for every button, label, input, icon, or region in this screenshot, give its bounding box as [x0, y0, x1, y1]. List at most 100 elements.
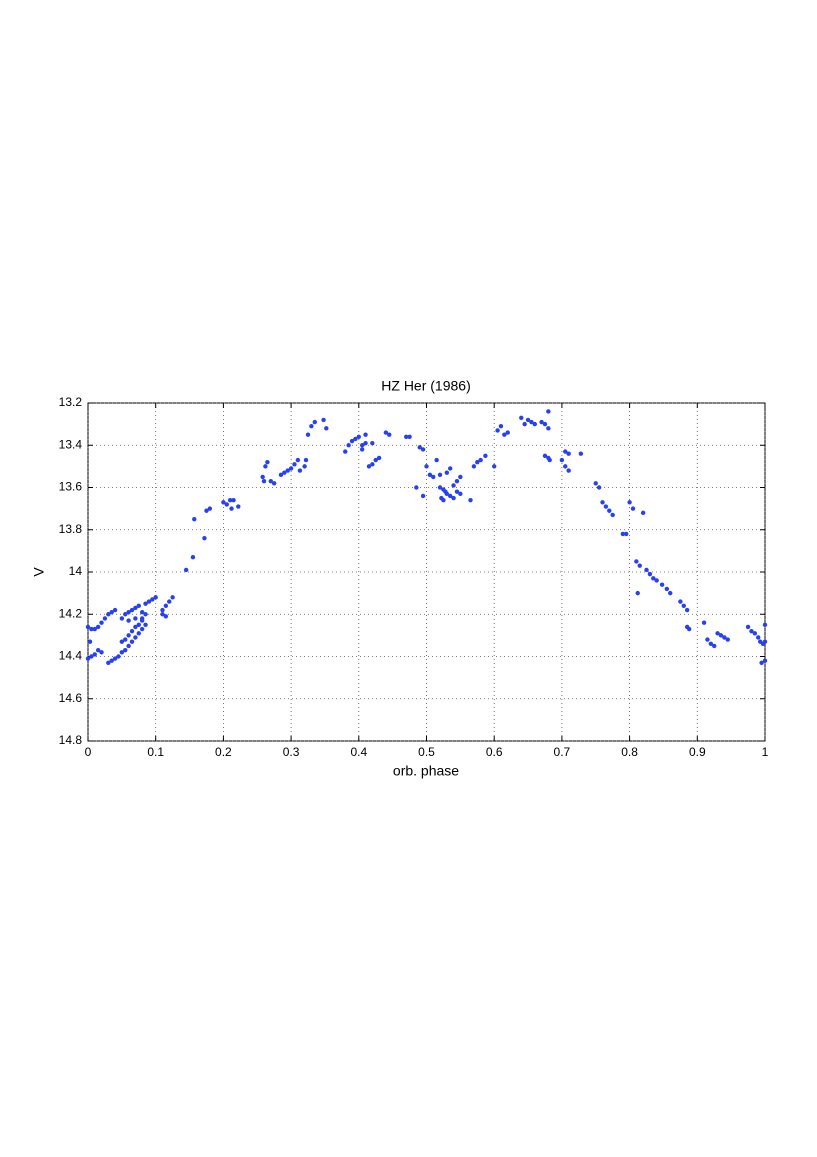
data-point	[651, 576, 656, 581]
data-point	[498, 424, 504, 429]
data-point	[745, 624, 751, 630]
data-point	[87, 639, 93, 644]
x-tick-label: 0.7	[554, 745, 571, 759]
data-point	[143, 612, 148, 617]
data-point	[183, 567, 189, 573]
data-point	[116, 654, 121, 659]
data-point	[160, 612, 165, 617]
data-point	[129, 639, 135, 644]
data-point	[640, 510, 646, 516]
data-point	[99, 620, 104, 625]
data-point	[353, 436, 358, 442]
data-point	[139, 616, 145, 621]
data-point	[532, 421, 538, 427]
data-point	[123, 612, 128, 617]
data-point	[112, 607, 118, 613]
data-point	[668, 590, 673, 596]
data-point	[495, 428, 500, 433]
data-point	[261, 478, 267, 484]
data-point	[420, 493, 426, 499]
data-point	[95, 647, 101, 653]
data-point	[563, 449, 568, 454]
data-point	[285, 468, 290, 473]
data-point	[502, 432, 507, 437]
data-point	[167, 599, 172, 604]
data-point	[681, 603, 686, 608]
data-point	[99, 650, 104, 655]
x-tick-label: 0.8	[621, 745, 638, 759]
data-point	[578, 451, 584, 456]
data-point	[139, 626, 145, 632]
data-point	[292, 462, 297, 467]
data-point	[471, 464, 477, 469]
data-point	[136, 631, 141, 636]
data-point	[190, 555, 196, 560]
data-point	[647, 571, 653, 577]
data-point	[447, 466, 453, 471]
data-point	[762, 622, 768, 628]
data-point	[444, 470, 450, 475]
x-tick-label: 0.3	[283, 745, 300, 759]
data-point	[458, 491, 463, 497]
data-point	[447, 493, 453, 499]
data-point	[437, 485, 443, 490]
data-point	[559, 457, 565, 463]
data-point	[229, 506, 234, 511]
data-point	[143, 622, 148, 628]
data-point	[600, 500, 605, 505]
data-point	[437, 472, 443, 478]
data-point	[356, 434, 361, 439]
y-tick-label: 13.8	[59, 522, 83, 536]
data-point	[271, 481, 277, 486]
data-point	[505, 430, 510, 435]
data-point	[715, 631, 720, 636]
data-point	[343, 449, 348, 454]
data-point	[302, 464, 307, 469]
data-point	[119, 650, 125, 655]
data-point	[620, 531, 626, 537]
data-point	[278, 472, 284, 478]
data-point	[708, 641, 714, 647]
data-point	[133, 624, 138, 630]
data-point	[478, 457, 483, 463]
data-point	[546, 409, 551, 414]
x-tick-label: 0.9	[689, 745, 706, 759]
data-point	[321, 417, 326, 423]
data-point	[146, 599, 152, 604]
data-point	[136, 603, 141, 608]
data-point	[92, 652, 97, 657]
data-point	[468, 497, 473, 503]
data-point	[417, 445, 422, 450]
data-point	[654, 578, 659, 583]
data-point	[752, 631, 758, 636]
data-point	[547, 457, 552, 463]
data-point	[106, 612, 111, 617]
data-point	[420, 447, 426, 452]
data-point	[202, 536, 207, 541]
chart-title: HZ Her (1986)	[381, 378, 470, 394]
y-tick-label: 13.4	[59, 437, 83, 451]
data-point	[106, 660, 111, 666]
data-point	[163, 614, 169, 619]
data-point	[359, 443, 365, 448]
data-point	[109, 658, 114, 663]
data-point	[297, 468, 303, 473]
data-point	[610, 512, 615, 518]
data-point	[525, 417, 531, 423]
data-point	[427, 472, 433, 478]
data-point	[475, 459, 480, 465]
data-point	[139, 609, 145, 615]
data-point	[373, 457, 378, 463]
data-point	[136, 622, 141, 628]
x-tick-label: 0.4	[350, 745, 367, 759]
data-point	[303, 457, 309, 463]
data-point	[454, 478, 460, 484]
data-point	[414, 485, 419, 490]
data-point	[236, 504, 241, 509]
y-tick-label: 13.2	[59, 395, 83, 409]
data-point	[102, 616, 108, 621]
data-point	[170, 595, 175, 600]
data-point	[539, 419, 544, 425]
data-point	[434, 457, 439, 463]
